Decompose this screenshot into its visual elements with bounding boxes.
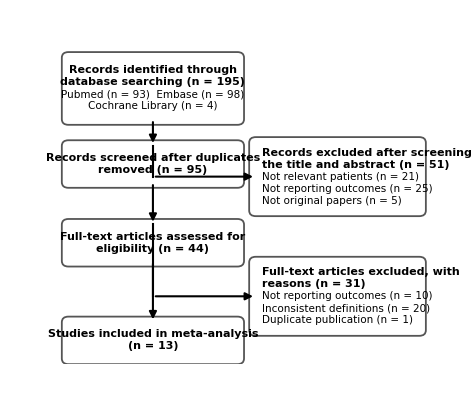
Text: Pubmed (n = 93)  Embase (n = 98): Pubmed (n = 93) Embase (n = 98) bbox=[61, 90, 245, 99]
Text: Studies included in meta-analysis: Studies included in meta-analysis bbox=[48, 329, 258, 339]
FancyBboxPatch shape bbox=[62, 317, 244, 364]
Text: Full-text articles excluded, with: Full-text articles excluded, with bbox=[263, 267, 460, 277]
FancyBboxPatch shape bbox=[62, 140, 244, 188]
Text: Cochrane Library (n = 4): Cochrane Library (n = 4) bbox=[88, 101, 218, 111]
Text: Records screened after duplicates: Records screened after duplicates bbox=[46, 153, 260, 163]
Text: the title and abstract (n = 51): the title and abstract (n = 51) bbox=[263, 160, 450, 170]
Text: Duplicate publication (n = 1): Duplicate publication (n = 1) bbox=[263, 315, 413, 325]
Text: database searching (n = 195): database searching (n = 195) bbox=[61, 77, 246, 88]
Text: reasons (n = 31): reasons (n = 31) bbox=[263, 279, 366, 289]
Text: Records identified through: Records identified through bbox=[69, 65, 237, 76]
Text: (n = 13): (n = 13) bbox=[128, 342, 178, 351]
Text: Inconsistent definitions (n = 20): Inconsistent definitions (n = 20) bbox=[263, 303, 430, 313]
Text: Records excluded after screening: Records excluded after screening bbox=[263, 148, 472, 158]
Text: Not relevant patients (n = 21): Not relevant patients (n = 21) bbox=[263, 172, 419, 182]
Text: Not reporting outcomes (n = 10): Not reporting outcomes (n = 10) bbox=[263, 291, 433, 301]
Text: Not reporting outcomes (n = 25): Not reporting outcomes (n = 25) bbox=[263, 184, 433, 193]
FancyBboxPatch shape bbox=[249, 137, 426, 216]
FancyBboxPatch shape bbox=[62, 52, 244, 125]
FancyBboxPatch shape bbox=[249, 257, 426, 336]
Text: removed (n = 95): removed (n = 95) bbox=[98, 165, 208, 175]
Text: eligibility (n = 44): eligibility (n = 44) bbox=[96, 244, 210, 254]
Text: Full-text articles assessed for: Full-text articles assessed for bbox=[60, 232, 246, 242]
FancyBboxPatch shape bbox=[62, 219, 244, 267]
Text: Not original papers (n = 5): Not original papers (n = 5) bbox=[263, 196, 402, 206]
